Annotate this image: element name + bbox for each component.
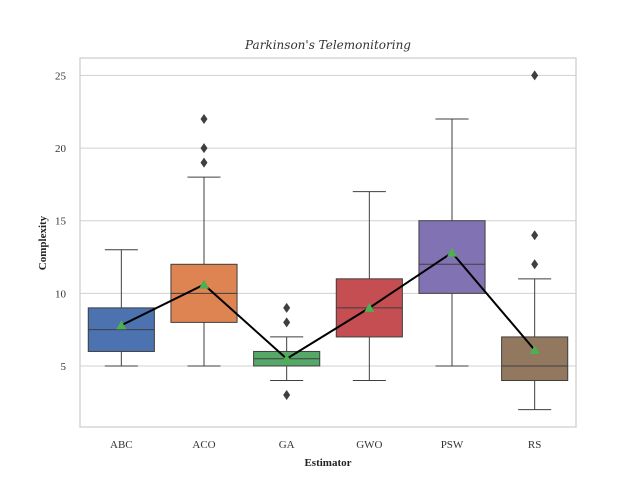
y-tick-label: 25 [55, 70, 67, 82]
mean-marker [529, 345, 540, 355]
x-tick-label: ABC [110, 439, 133, 451]
outlier-point [283, 302, 291, 313]
y-axis-label: Complexity [37, 215, 49, 270]
grid-lines [80, 74, 576, 367]
outlier-point [200, 143, 208, 154]
mean-marker [447, 247, 457, 257]
x-axis-label: Estimator [304, 457, 351, 469]
y-ticks: 5 10 15 20 25 [55, 70, 67, 373]
outlier-point [200, 114, 208, 125]
box-body [418, 220, 486, 294]
outlier-point [283, 390, 291, 401]
box-ga [253, 302, 321, 401]
x-ticks: ABC ACO GA GWO PSW RS [110, 439, 541, 451]
mean-line [120, 251, 536, 360]
x-tick-label: PSW [441, 439, 464, 451]
y-tick-label: 15 [55, 216, 67, 228]
box-psw [418, 118, 486, 367]
box-rs [501, 70, 569, 411]
outlier-point [531, 259, 539, 270]
box-aco [170, 114, 238, 367]
box-gwo [335, 191, 403, 382]
x-tick-label: GWO [356, 439, 382, 451]
outlier-point [283, 317, 291, 328]
box-group [87, 70, 569, 411]
box-abc [87, 249, 155, 367]
outlier-point [200, 157, 208, 168]
outlier-point [531, 230, 539, 241]
box-body [501, 336, 569, 382]
y-tick-label: 10 [55, 288, 67, 300]
plot-frame [79, 57, 577, 428]
outlier-point [531, 70, 539, 81]
y-tick-label: 20 [55, 143, 67, 155]
mean-line-group [116, 247, 540, 363]
x-tick-label: GA [279, 439, 295, 451]
y-tick-label: 5 [61, 361, 67, 373]
mean-marker [199, 279, 209, 289]
chart-title: Parkinson's Telemonitoring [244, 38, 411, 52]
mean-marker [281, 353, 292, 363]
x-tick-label: ACO [192, 439, 215, 451]
mean-marker [364, 302, 375, 312]
x-tick-label: RS [528, 439, 541, 451]
mean-marker [116, 320, 127, 330]
